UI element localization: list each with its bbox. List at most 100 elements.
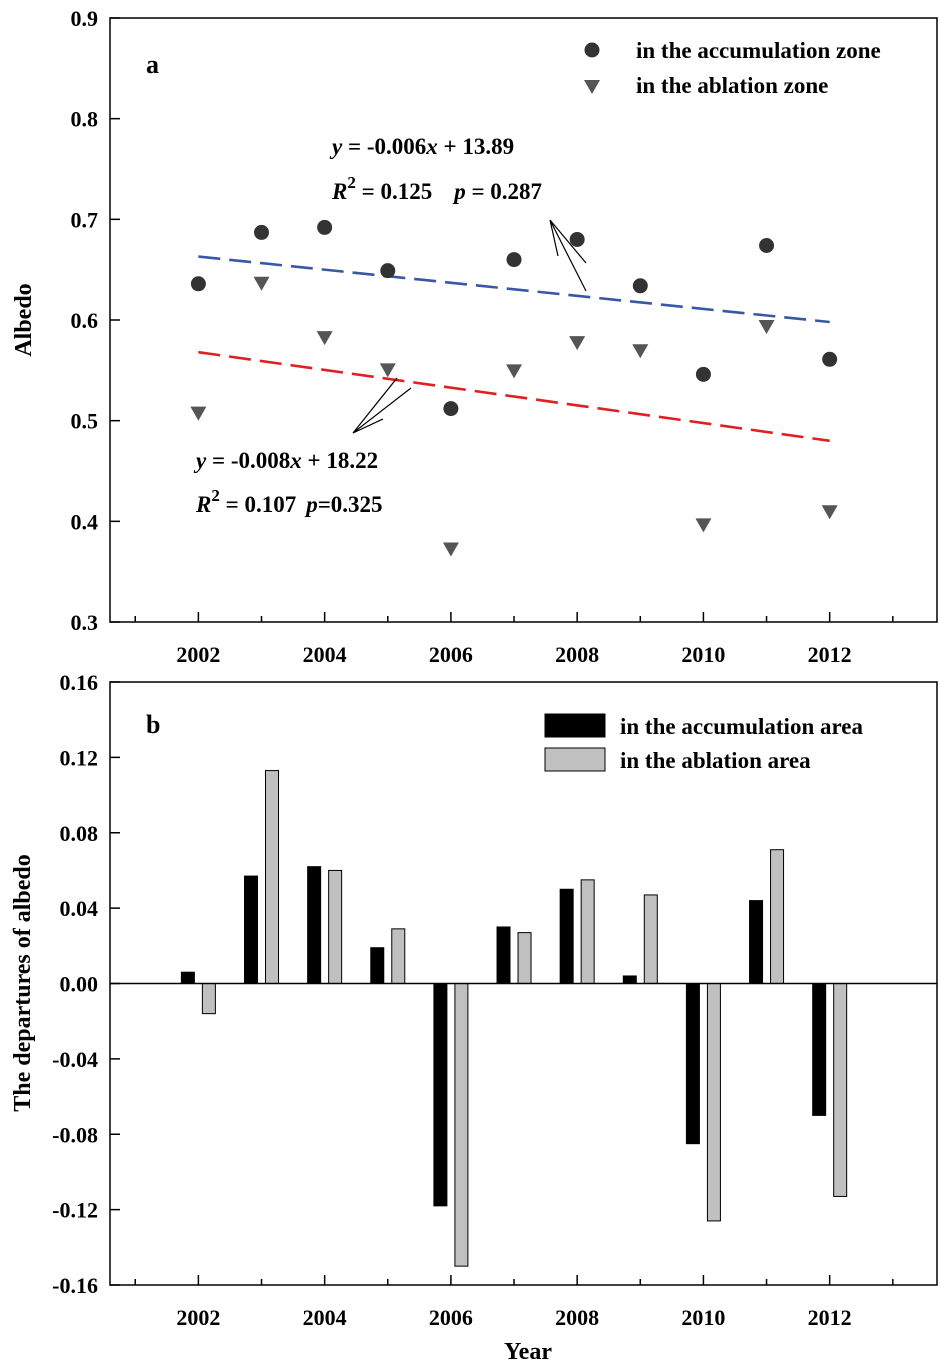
bar-ablation-2002 [201,983,216,1015]
legend-label-ablation-zone: in the ablation zone [636,73,828,98]
legend-a: in the accumulation zone in the ablation… [584,38,881,98]
point-accumulation-2012 [822,351,838,367]
point-accumulation-2009 [632,278,648,294]
bar-accumulation-2004 [307,866,322,985]
point-ablation-2007 [506,364,523,379]
panel-label-a: a [146,50,159,79]
bar-accumulation-2002 [180,971,195,984]
y-tick-label-a: 0.3 [71,610,99,635]
x-tick-label-b: 2012 [808,1305,852,1330]
point-ablation-2004 [316,331,333,346]
bar-accumulation-2003 [244,875,259,985]
y-tick-label-a: 0.7 [71,207,99,232]
y-tick-label-a: 0.4 [71,509,99,534]
bar-accumulation-2006 [433,983,448,1207]
point-ablation-2002 [190,406,207,421]
y-tick-label-b: 0.12 [60,745,99,770]
points-a [190,219,838,557]
y-tick-label-a: 0.6 [71,308,99,333]
legend-marker-accumulation-zone [584,42,600,58]
x-tick-label-b: 2010 [681,1305,725,1330]
point-accumulation-2003 [254,224,270,240]
stats-ablation: R2 = 0.107 p=0.325 [195,486,383,517]
x-tick-label-b: 2008 [555,1305,599,1330]
x-tick-label-a: 2010 [681,642,725,667]
arrow-accumulation [549,219,587,292]
point-ablation-2009 [632,344,649,359]
point-ablation-2012 [821,505,838,520]
x-tick-label-a: 2012 [808,642,852,667]
y-tick-label-b: -0.12 [52,1198,98,1223]
x-tick-label-a: 2002 [176,642,220,667]
axes-b: -0.16 -0.12 -0.08 -0.04 0.00 0.04 0.08 0.12 0.16… [52,670,894,1330]
point-ablation-2005 [379,363,396,378]
equation-ablation: y = -0.008x + 18.22 [193,448,378,473]
y-axis-label-a: Albedo [11,283,37,356]
bar-ablation-2010 [706,983,721,1222]
bar-ablation-2007 [517,932,532,985]
bar-ablation-2004 [328,869,343,984]
y-tick-label-b: -0.08 [52,1122,98,1147]
x-tick-label-a: 2008 [555,642,599,667]
point-ablation-2006 [442,542,459,557]
bar-ablation-2006 [454,983,469,1267]
point-accumulation-2010 [695,366,711,382]
x-tick-label-a: 2004 [303,642,347,667]
point-ablation-2011 [758,320,775,335]
point-accumulation-2004 [317,219,333,235]
trend-line-accumulation [198,255,830,324]
panel-a: 0.3 0.4 0.5 0.6 0.7 0.8 0.9 2002 2004 2006 2008 201… [11,6,938,667]
panel-b: -0.16 -0.12 -0.08 -0.04 0.00 0.04 0.08 0.12 0.16… [10,670,938,1363]
point-accumulation-2008 [569,231,585,247]
annotation-accumulation: y = -0.006x + 13.89 R2 = 0.125 p = 0.287 [329,134,587,292]
legend-b: in the accumulation area in the ablation… [544,713,863,773]
y-tick-label-a: 0.5 [71,409,99,434]
x-axis-label-b: Year [504,1339,552,1363]
bar-ablation-2011 [770,849,785,984]
stats-accumulation: R2 = 0.125 p = 0.287 [331,173,542,204]
legend-marker-ablation-zone [584,80,600,94]
annotation-ablation: y = -0.008x + 18.22 R2 = 0.107 p=0.325 [193,377,412,517]
legend-swatch-accumulation-area [544,713,606,738]
point-ablation-2010 [695,518,712,533]
bars-b [180,770,848,1267]
y-axis-label-b: The departures of albedo [10,854,36,1112]
bar-ablation-2012 [833,983,848,1197]
bar-accumulation-2010 [685,983,700,1145]
y-tick-label-b: 0.16 [60,670,99,695]
panel-label-b: b [146,710,160,739]
legend-swatch-ablation-area [544,747,606,772]
x-tick-label-b: 2004 [303,1305,347,1330]
y-tick-label-b: 0.08 [60,821,99,846]
bar-ablation-2009 [643,894,658,985]
bar-ablation-2005 [391,928,406,985]
bar-accumulation-2012 [812,983,827,1116]
bar-accumulation-2008 [559,888,574,984]
y-tick-label-b: 0.00 [60,972,99,997]
point-accumulation-2011 [759,238,775,254]
point-ablation-2003 [253,276,270,291]
point-accumulation-2007 [506,252,522,268]
y-tick-label-b: -0.04 [52,1047,98,1072]
bar-ablation-2008 [580,879,595,984]
y-tick-label-a: 0.9 [71,6,99,31]
x-tick-label-b: 2006 [429,1305,473,1330]
arrow-ablation [352,377,412,434]
point-accumulation-2006 [443,401,459,417]
legend-label-ablation-area: in the ablation area [620,748,811,773]
plot-frame-a [109,17,938,623]
bar-accumulation-2009 [622,975,637,985]
axes-a: 0.3 0.4 0.5 0.6 0.7 0.8 0.9 2002 2004 2006 2008 201… [71,6,894,667]
bar-ablation-2003 [265,770,280,984]
bar-accumulation-2011 [749,900,764,985]
trend-line-ablation [198,350,830,443]
y-tick-label-b: 0.04 [60,896,99,921]
y-tick-label-b: -0.16 [52,1273,98,1298]
bar-accumulation-2005 [370,947,385,985]
x-tick-label-b: 2002 [176,1305,220,1330]
point-accumulation-2005 [380,263,396,279]
point-accumulation-2002 [190,276,206,292]
legend-label-accumulation-zone: in the accumulation zone [636,38,881,63]
legend-label-accumulation-area: in the accumulation area [620,714,863,739]
